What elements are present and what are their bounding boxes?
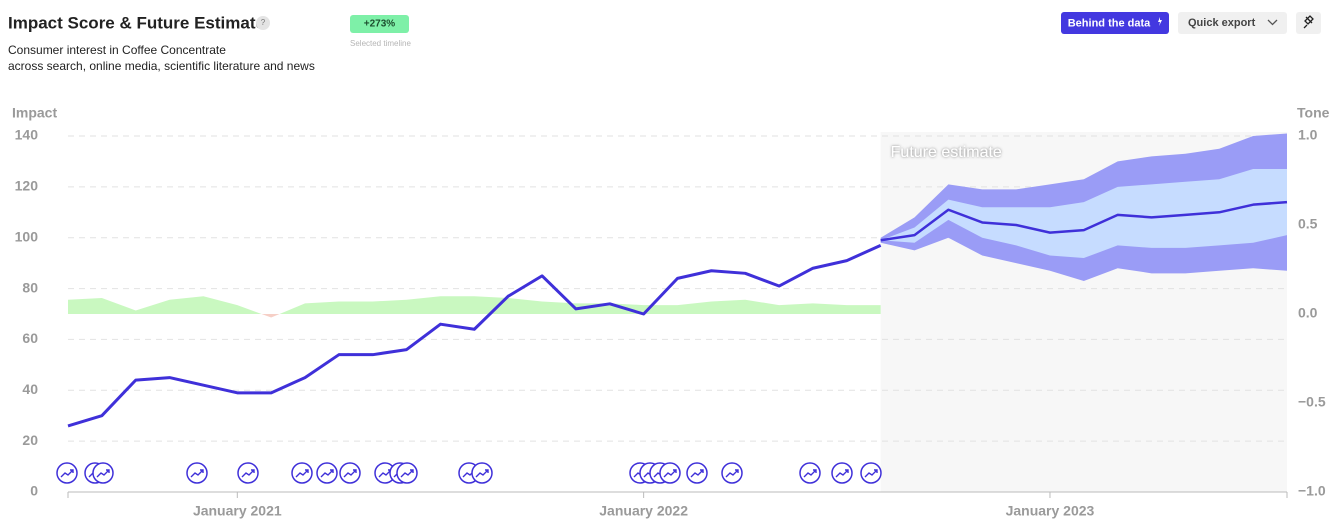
event-icon[interactable]: [471, 462, 493, 484]
subtitle: Consumer interest in Coffee Concentrate: [8, 43, 226, 57]
x-tick-label: January 2023: [1006, 503, 1095, 519]
event-arrow: [343, 469, 357, 478]
event-arrow: [725, 469, 739, 478]
event-icon[interactable]: [686, 462, 708, 484]
y-tick-label: 80: [22, 279, 38, 295]
event-arrow: [803, 469, 817, 478]
bolt-icon[interactable]: [1158, 17, 1162, 26]
event-arrow: [663, 469, 677, 478]
y-tick-label: 120: [15, 178, 39, 194]
event-arrow: [475, 469, 489, 478]
subtitle: across search, online media, scientific …: [8, 59, 315, 73]
event-icon[interactable]: [799, 462, 821, 484]
y-axis-label: Impact: [12, 105, 57, 121]
event-arrow: [400, 469, 414, 478]
plot: 0 20 40 60 80 100 120 140 −1.0 −0.5 0.0 0.5 1.0 Impac…: [12, 105, 1330, 519]
tone-area: [68, 296, 881, 318]
event-arrow: [864, 469, 878, 478]
y-tick-label: 100: [15, 228, 39, 244]
y-tick-label: 140: [15, 127, 39, 143]
forecast-line: [880, 200, 1288, 242]
behind-data-button[interactable]: [1061, 12, 1169, 34]
y2-tick-label: −1.0: [1298, 483, 1326, 499]
event-icon[interactable]: [291, 462, 313, 484]
help-text[interactable]: ?: [261, 18, 266, 27]
title: Impact Score & Future Estimate: [8, 13, 265, 32]
y-tick-label: 40: [22, 381, 38, 397]
y2-tick-label: −0.5: [1298, 394, 1326, 410]
y2-axis-label: Tone: [1297, 105, 1330, 121]
event-arrow: [241, 469, 255, 478]
event-icon[interactable]: [316, 462, 338, 484]
quick-export-button[interactable]: [1178, 12, 1287, 34]
change-badge: [350, 15, 409, 33]
event-icon[interactable]: [831, 462, 853, 484]
y2-tick-label: 0.5: [1298, 216, 1318, 232]
event-arrow: [835, 469, 849, 478]
pin-icon[interactable]: [1303, 15, 1314, 29]
change-value: +273%: [364, 19, 396, 30]
inner-band: [880, 169, 1287, 259]
y2-tick-label: 0.0: [1298, 305, 1318, 321]
help-icon[interactable]: [256, 16, 270, 30]
event-arrow: [190, 469, 204, 478]
event-icon[interactable]: [396, 462, 418, 484]
x-tick-label: January 2022: [599, 503, 688, 519]
future-label: Future estimate: [891, 144, 1002, 161]
event-arrow: [60, 469, 74, 478]
impact-line: [67, 243, 882, 428]
change-note: Selected timeline: [350, 39, 411, 48]
y-tick-label: 60: [22, 330, 38, 346]
button-label[interactable]: Behind the data: [1068, 17, 1151, 29]
y2-tick-label: 1.0: [1298, 127, 1318, 143]
event-icon[interactable]: [721, 462, 743, 484]
event-icon[interactable]: [659, 462, 681, 484]
event-arrow: [295, 469, 309, 478]
y-tick-label: 0: [30, 483, 38, 499]
event-icon[interactable]: [339, 462, 361, 484]
event-icon[interactable]: [56, 462, 78, 484]
button-label[interactable]: Quick export: [1188, 17, 1256, 29]
event-icon[interactable]: [186, 462, 208, 484]
x-tick-label: January 2021: [193, 503, 282, 519]
chevron[interactable]: [1267, 19, 1278, 26]
event-arrow: [320, 469, 334, 478]
event-icon[interactable]: [92, 462, 114, 484]
y-tick-label: 20: [22, 432, 38, 448]
event-icon[interactable]: [237, 462, 259, 484]
event-arrow: [96, 469, 110, 478]
event-icon[interactable]: [860, 462, 882, 484]
event-arrow: [690, 469, 704, 478]
